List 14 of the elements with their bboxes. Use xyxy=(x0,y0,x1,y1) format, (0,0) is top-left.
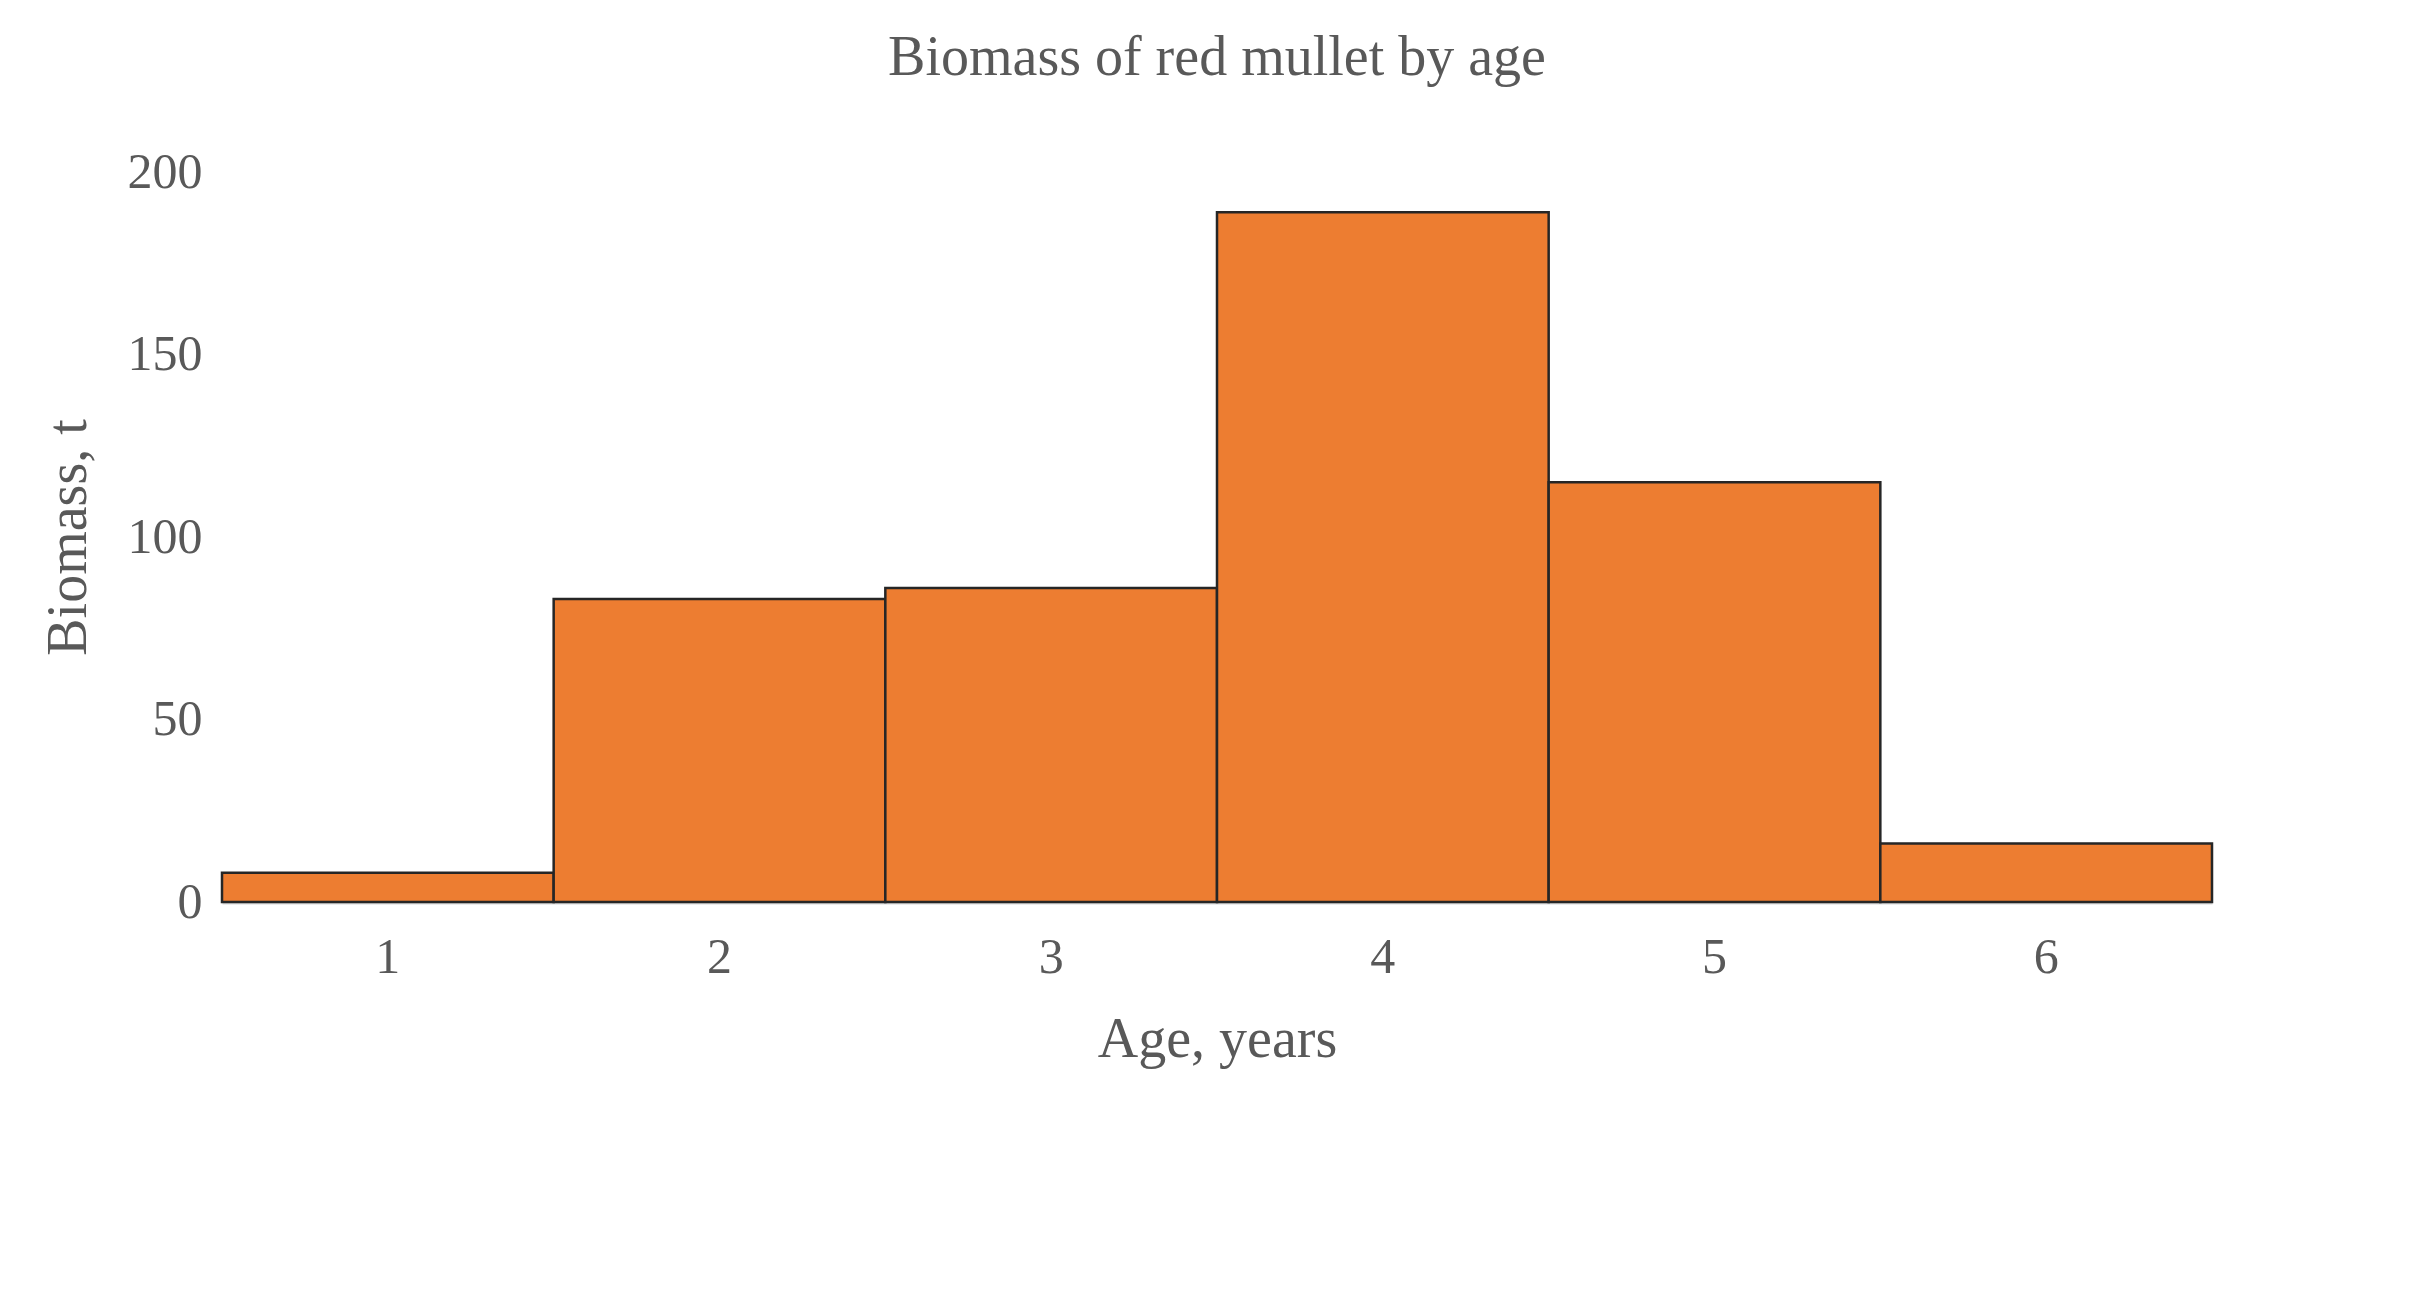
y-tick-label: 150 xyxy=(127,325,203,381)
x-tick-label: 6 xyxy=(2033,927,2059,984)
x-axis-title: Age, years xyxy=(1097,1006,1338,1069)
x-tick-label: 1 xyxy=(375,927,401,984)
y-tick-label: 0 xyxy=(177,872,203,929)
x-tick-label: 4 xyxy=(1370,927,1396,984)
x-tick-label: 3 xyxy=(1038,927,1064,984)
chart-title: Biomass of red mullet by age xyxy=(888,25,1546,87)
x-tick-label: 5 xyxy=(1702,927,1727,984)
y-tick-label: 100 xyxy=(127,507,203,564)
y-tick-label: 200 xyxy=(127,142,203,199)
x-tick-label: 2 xyxy=(707,927,732,984)
y-axis-title: Biomass, t xyxy=(35,418,98,656)
y-tick-label: 50 xyxy=(152,690,203,746)
